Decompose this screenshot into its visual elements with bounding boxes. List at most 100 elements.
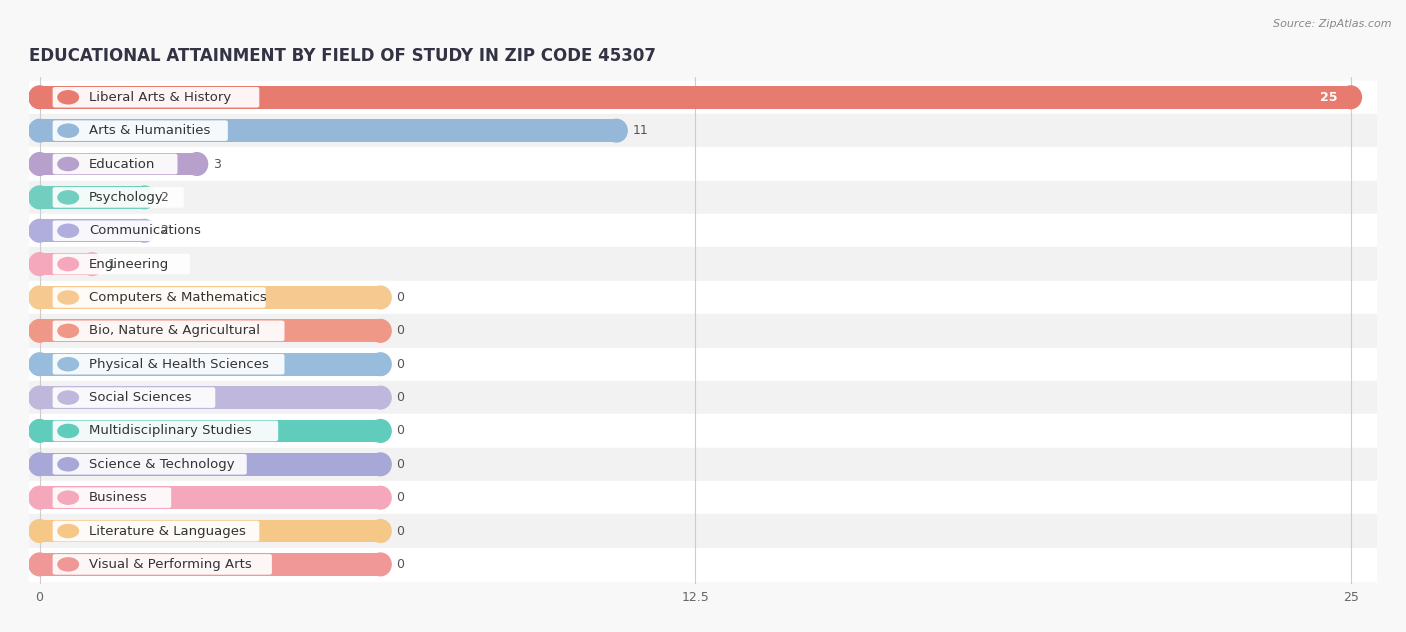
Bar	[13, 348, 1376, 381]
FancyBboxPatch shape	[52, 487, 172, 508]
Ellipse shape	[30, 420, 51, 442]
Bar	[13, 414, 1376, 447]
Bar	[13, 481, 1376, 514]
Text: 0: 0	[396, 291, 404, 304]
Ellipse shape	[30, 320, 51, 342]
Ellipse shape	[370, 553, 391, 576]
FancyBboxPatch shape	[52, 221, 209, 241]
Ellipse shape	[30, 386, 51, 409]
Text: Engineering: Engineering	[89, 258, 169, 270]
Text: EDUCATIONAL ATTAINMENT BY FIELD OF STUDY IN ZIP CODE 45307: EDUCATIONAL ATTAINMENT BY FIELD OF STUDY…	[30, 47, 657, 64]
Text: Source: ZipAtlas.com: Source: ZipAtlas.com	[1274, 19, 1392, 29]
Bar	[13, 214, 1376, 248]
Circle shape	[58, 291, 79, 304]
Ellipse shape	[82, 253, 103, 276]
FancyBboxPatch shape	[52, 387, 215, 408]
FancyBboxPatch shape	[52, 421, 278, 441]
Ellipse shape	[134, 186, 155, 209]
Ellipse shape	[370, 486, 391, 509]
Circle shape	[58, 558, 79, 571]
Ellipse shape	[370, 453, 391, 476]
FancyBboxPatch shape	[52, 287, 266, 308]
Circle shape	[58, 358, 79, 371]
Circle shape	[58, 491, 79, 504]
FancyBboxPatch shape	[52, 254, 190, 274]
Ellipse shape	[30, 219, 51, 242]
Ellipse shape	[30, 119, 51, 142]
Bar	[13, 514, 1376, 548]
Ellipse shape	[370, 420, 391, 442]
Circle shape	[58, 91, 79, 104]
Text: 0: 0	[396, 391, 404, 404]
Text: Science & Technology: Science & Technology	[89, 458, 235, 471]
Ellipse shape	[370, 386, 391, 409]
Text: 1: 1	[108, 258, 115, 270]
Bar	[13, 281, 1376, 314]
Bar	[13, 81, 1376, 114]
Ellipse shape	[30, 353, 51, 375]
Text: Liberal Arts & History: Liberal Arts & History	[89, 91, 231, 104]
Bar	[13, 447, 1376, 481]
Text: 0: 0	[396, 358, 404, 371]
Circle shape	[58, 157, 79, 171]
Bar	[13, 181, 1376, 214]
FancyBboxPatch shape	[52, 187, 184, 208]
FancyBboxPatch shape	[52, 87, 259, 107]
Circle shape	[58, 258, 79, 270]
Ellipse shape	[30, 86, 51, 109]
Ellipse shape	[606, 119, 627, 142]
Text: 0: 0	[396, 425, 404, 437]
Bar	[39, 286, 381, 309]
Ellipse shape	[30, 186, 51, 209]
Ellipse shape	[30, 153, 51, 175]
Text: 3: 3	[212, 157, 221, 171]
Circle shape	[58, 458, 79, 471]
Text: 2: 2	[160, 224, 169, 237]
Circle shape	[58, 191, 79, 204]
Bar	[39, 153, 197, 175]
Ellipse shape	[30, 486, 51, 509]
Text: Psychology: Psychology	[89, 191, 163, 204]
Bar	[13, 248, 1376, 281]
Bar	[39, 353, 381, 375]
Ellipse shape	[134, 219, 155, 242]
Ellipse shape	[186, 153, 208, 175]
Text: Literature & Languages: Literature & Languages	[89, 525, 246, 538]
Circle shape	[58, 391, 79, 404]
Text: Multidisciplinary Studies: Multidisciplinary Studies	[89, 425, 252, 437]
Text: Bio, Nature & Agricultural: Bio, Nature & Agricultural	[89, 324, 260, 337]
Circle shape	[58, 324, 79, 337]
Text: 0: 0	[396, 324, 404, 337]
Bar	[39, 219, 145, 242]
Ellipse shape	[370, 320, 391, 342]
Bar	[13, 314, 1376, 348]
FancyBboxPatch shape	[52, 354, 284, 375]
Bar	[39, 320, 381, 342]
Text: Computers & Mathematics: Computers & Mathematics	[89, 291, 267, 304]
Text: 0: 0	[396, 558, 404, 571]
Bar	[39, 420, 381, 442]
Bar	[39, 520, 381, 542]
FancyBboxPatch shape	[52, 521, 259, 542]
Ellipse shape	[30, 253, 51, 276]
Ellipse shape	[1340, 86, 1361, 109]
Ellipse shape	[30, 520, 51, 542]
Bar	[39, 119, 616, 142]
Text: 0: 0	[396, 525, 404, 538]
Bar	[39, 486, 381, 509]
Bar	[13, 381, 1376, 414]
Ellipse shape	[30, 286, 51, 309]
Bar	[13, 147, 1376, 181]
Text: 0: 0	[396, 458, 404, 471]
FancyBboxPatch shape	[52, 154, 177, 174]
FancyBboxPatch shape	[52, 454, 246, 475]
Bar	[13, 114, 1376, 147]
Text: Communications: Communications	[89, 224, 201, 237]
Ellipse shape	[30, 553, 51, 576]
FancyBboxPatch shape	[52, 554, 271, 574]
Ellipse shape	[370, 520, 391, 542]
Circle shape	[58, 424, 79, 437]
Text: Business: Business	[89, 491, 148, 504]
Circle shape	[58, 525, 79, 538]
Text: Arts & Humanities: Arts & Humanities	[89, 124, 211, 137]
